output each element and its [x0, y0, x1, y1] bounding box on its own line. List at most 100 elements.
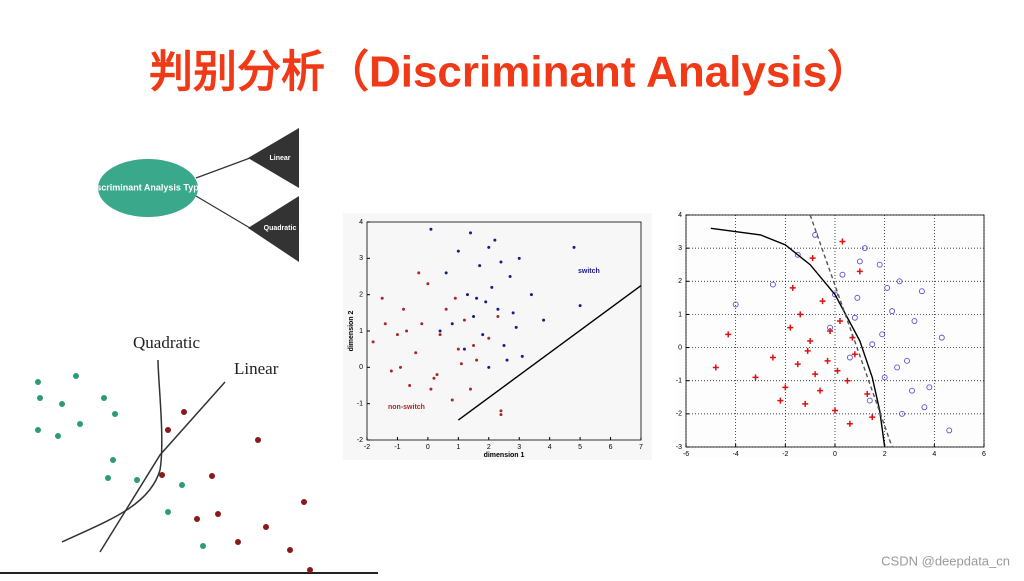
- point: [794, 361, 801, 368]
- watermark: CSDN @deepdata_cn: [881, 553, 1010, 568]
- x-tick-label: 0: [426, 444, 430, 451]
- point: [529, 293, 533, 297]
- y-tick-label: 3: [678, 245, 682, 252]
- y-tick-label: 3: [359, 255, 363, 262]
- y-tick-label: -2: [676, 411, 682, 418]
- branch-label: Quadratic: [264, 225, 297, 232]
- point: [417, 271, 421, 275]
- point: [453, 296, 457, 300]
- x-tick-label: -2: [782, 451, 788, 458]
- boundary-line: [809, 214, 893, 448]
- point: [398, 365, 402, 369]
- point: [395, 333, 399, 337]
- point: [429, 387, 433, 391]
- point: [493, 238, 497, 242]
- point: [851, 351, 858, 358]
- point: [484, 300, 488, 304]
- x-tick-label: 2: [883, 451, 887, 458]
- x-tick-label: 3: [517, 444, 521, 451]
- point: [896, 278, 903, 285]
- point: [807, 337, 814, 344]
- boundary-line: [457, 285, 642, 421]
- point: [542, 318, 546, 322]
- y-tick-label: 2: [359, 292, 363, 299]
- point: [909, 387, 915, 394]
- illustration: [0, 359, 378, 574]
- point: [769, 354, 776, 361]
- point: [432, 376, 436, 380]
- point: [846, 354, 853, 361]
- point: [819, 298, 826, 305]
- point: [517, 256, 521, 260]
- x-tick-label: -2: [364, 444, 370, 451]
- point: [505, 358, 509, 362]
- point: [844, 377, 851, 384]
- point: [444, 307, 448, 311]
- point: [732, 301, 739, 308]
- point: [918, 288, 925, 295]
- point: [856, 268, 863, 275]
- point: [839, 271, 846, 278]
- point: [578, 304, 582, 308]
- point: [938, 334, 945, 341]
- point: [469, 387, 473, 391]
- point: [881, 374, 888, 381]
- point: [435, 373, 439, 377]
- point: [884, 284, 891, 291]
- point: [832, 291, 838, 298]
- point: [864, 390, 871, 397]
- point: [769, 281, 776, 288]
- y-tick-label: 0: [678, 344, 682, 351]
- y-tick-label: 1: [678, 311, 682, 318]
- point: [804, 347, 811, 354]
- point: [921, 404, 928, 411]
- point: [459, 362, 463, 366]
- point: [777, 397, 784, 404]
- slide-title: 判别分析（Discriminant Analysis）: [149, 48, 871, 97]
- point: [869, 414, 876, 421]
- point: [787, 324, 794, 331]
- point: [802, 400, 809, 407]
- y-tick-label: -2: [357, 437, 363, 444]
- x-tick-label: 5: [578, 444, 582, 451]
- point: [487, 365, 491, 369]
- point: [490, 285, 494, 289]
- point: [502, 344, 506, 348]
- point: [839, 238, 846, 245]
- point: [789, 284, 796, 291]
- point: [472, 344, 476, 348]
- point: [426, 282, 430, 286]
- point: [832, 407, 838, 414]
- chart-background: [343, 213, 652, 460]
- point: [511, 311, 515, 315]
- point: [380, 296, 384, 300]
- point: [402, 307, 406, 311]
- point: [496, 314, 500, 318]
- curve-label: Linear: [234, 359, 279, 378]
- point: [465, 293, 469, 297]
- y-tick-label: -3: [676, 444, 682, 451]
- point: [371, 340, 375, 344]
- x-tick-label: 6: [609, 444, 613, 451]
- point: [496, 307, 500, 311]
- point: [752, 374, 759, 381]
- point: [414, 351, 418, 355]
- branch-label: Linear: [269, 155, 290, 162]
- point: [499, 260, 503, 264]
- root-label: Discriminant Analysis Types: [87, 182, 209, 192]
- point: [462, 347, 466, 351]
- point: [782, 384, 789, 391]
- point: [834, 367, 841, 374]
- point: [478, 264, 482, 268]
- x-axis-label: dimension 1: [484, 452, 525, 459]
- point: [456, 249, 460, 253]
- point: [946, 427, 953, 434]
- point: [469, 231, 473, 235]
- y-axis-label: dimension 2: [348, 310, 355, 351]
- point: [899, 410, 905, 417]
- point: [904, 357, 910, 364]
- point: [514, 325, 518, 329]
- point: [817, 387, 824, 394]
- y-tick-label: 4: [678, 212, 682, 219]
